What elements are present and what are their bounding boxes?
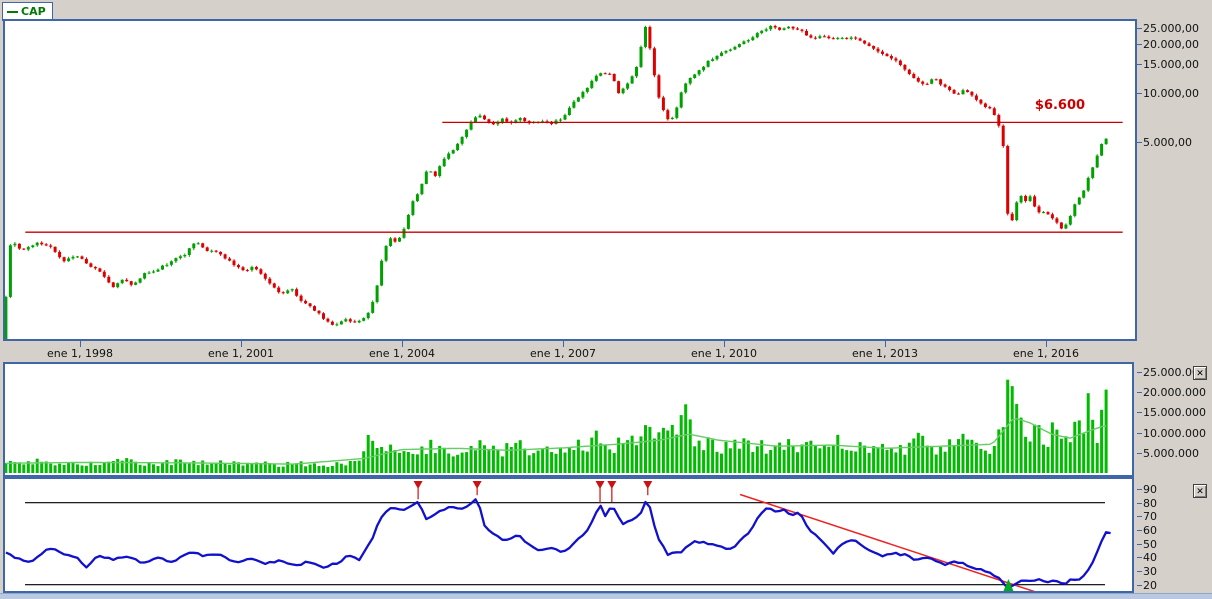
date-tick	[80, 341, 81, 347]
resistance-price-label: $6.600	[1034, 98, 1086, 113]
date-axis: ene 1, 1998 ene 1, 2001 ene 1, 2004 ene 1, …	[0, 341, 1212, 362]
date-tick	[402, 341, 403, 347]
oscillator-chart-canvas[interactable]	[5, 479, 1132, 591]
axis-tick-label: 40	[1143, 551, 1157, 565]
volume-chart-canvas[interactable]	[5, 364, 1132, 475]
axis-tick-label: 10.000,00	[1143, 86, 1199, 100]
axis-tick-label: 20.000.000	[1143, 386, 1206, 399]
axis-tick	[1137, 489, 1142, 490]
symbol-name: CAP	[21, 5, 46, 18]
axis-tick	[1137, 432, 1142, 434]
date-tick-label: ene 1, 2001	[208, 347, 274, 360]
close-oscillator-panel-button[interactable]: ✕	[1193, 484, 1207, 498]
date-tick	[724, 341, 725, 347]
axis-tick	[1137, 571, 1142, 572]
axis-tick-label: 60	[1143, 524, 1157, 537]
axis-tick-label: 20.000,00	[1143, 37, 1199, 51]
date-tick-label: ene 1, 2013	[852, 347, 918, 360]
axis-tick-label: 30	[1143, 565, 1157, 578]
price-axis: 25.000,00 20.000,00 15.000,00 10.000,00 5.00…	[1137, 19, 1212, 341]
date-tick-label: ene 1, 2007	[530, 347, 596, 360]
axis-tick	[1137, 557, 1142, 559]
oscillator-panel	[3, 477, 1134, 593]
date-tick	[563, 341, 564, 347]
date-tick-label: ene 1, 2016	[1013, 347, 1079, 360]
axis-tick	[1137, 142, 1142, 144]
date-tick-label: ene 1, 1998	[47, 347, 113, 360]
axis-tick-label: 15.000.000	[1143, 406, 1206, 420]
volume-panel	[3, 362, 1134, 477]
axis-tick	[1137, 92, 1142, 94]
axis-tick-label: 25.000,00	[1143, 22, 1199, 36]
date-tick	[885, 341, 886, 347]
bottom-strip	[0, 593, 1212, 599]
sell-signal-arrow	[413, 481, 423, 489]
axis-tick	[1137, 392, 1142, 393]
price-chart-panel	[3, 19, 1137, 341]
axis-tick	[1137, 412, 1142, 414]
axis-tick-label: 20	[1143, 578, 1157, 592]
axis-tick-label: 15.000,00	[1143, 58, 1199, 72]
date-tick-label: ene 1, 2004	[369, 347, 435, 360]
axis-tick-label: 90	[1143, 483, 1157, 496]
sell-signal-arrow	[607, 481, 617, 489]
sell-signal-arrow	[643, 481, 653, 489]
axis-tick	[1137, 543, 1142, 545]
date-tick-label: ene 1, 2010	[691, 347, 757, 360]
axis-tick-label: 10.000.000	[1143, 426, 1206, 440]
axis-tick	[1137, 502, 1142, 504]
axis-tick-label: 5.000.000	[1143, 446, 1199, 460]
axis-tick-label: 5.000,00	[1143, 136, 1192, 150]
price-chart-canvas[interactable]	[5, 21, 1135, 339]
axis-tick-label: 25.000.000	[1143, 365, 1206, 379]
close-volume-panel-button[interactable]: ✕	[1193, 366, 1207, 380]
axis-tick	[1137, 516, 1142, 518]
close-icon: ✕	[1196, 486, 1204, 496]
axis-tick	[1137, 28, 1142, 30]
oscillator-axis: 90 80 70 60 50 40 30 20	[1137, 477, 1212, 593]
series-line-swatch	[7, 10, 18, 13]
axis-tick	[1137, 371, 1142, 373]
axis-tick-label: 50	[1143, 537, 1157, 551]
close-icon: ✕	[1196, 368, 1204, 378]
axis-tick	[1137, 530, 1142, 531]
sell-signal-arrow	[595, 481, 605, 489]
axis-tick	[1137, 452, 1142, 454]
axis-tick	[1137, 584, 1142, 586]
axis-tick	[1137, 64, 1142, 66]
sell-signal-arrow	[472, 481, 482, 489]
axis-tick-label: 70	[1143, 510, 1157, 524]
date-tick	[1046, 341, 1047, 347]
buy-signal-arrow	[1003, 579, 1014, 591]
date-tick	[241, 341, 242, 347]
volume-axis: 25.000.000 20.000.000 15.000.000 10.000.000…	[1137, 362, 1212, 477]
axis-tick-label: 80	[1143, 496, 1157, 510]
axis-tick	[1137, 43, 1142, 45]
